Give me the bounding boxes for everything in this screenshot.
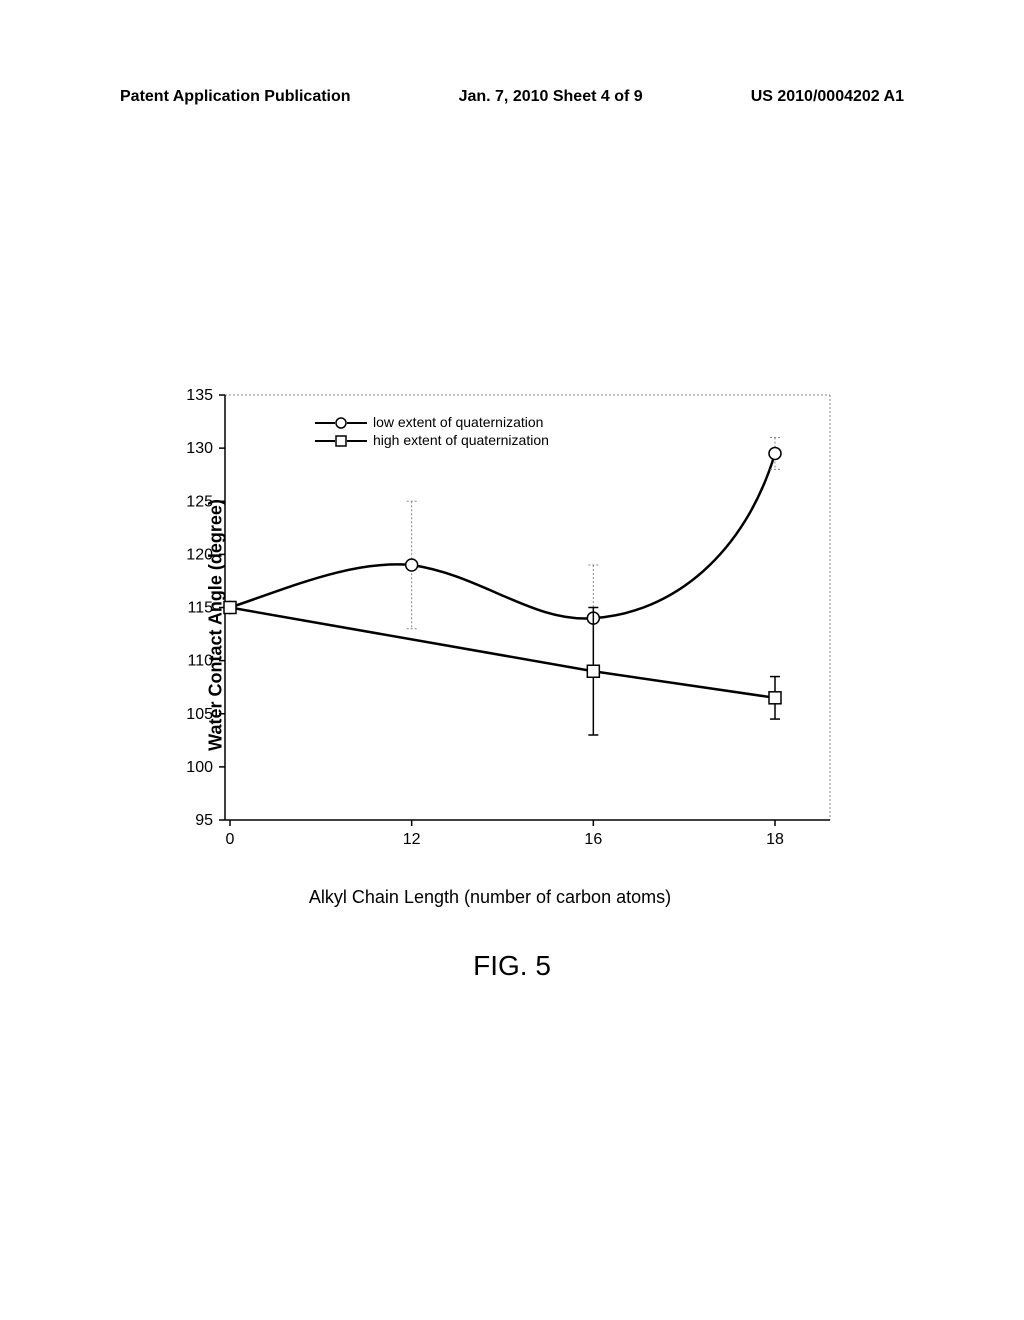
svg-text:130: 130 — [186, 440, 213, 457]
header-center: Jan. 7, 2010 Sheet 4 of 9 — [459, 88, 643, 106]
y-axis-label: Water Contact Angle (degree) — [205, 499, 226, 751]
svg-text:18: 18 — [766, 831, 784, 848]
svg-text:high extent of quaternization: high extent of quaternization — [373, 432, 549, 448]
header-left: Patent Application Publication — [120, 88, 351, 106]
x-axis-label: Alkyl Chain Length (number of carbon ato… — [130, 887, 850, 908]
header-right: US 2010/0004202 A1 — [751, 88, 904, 106]
figure-caption: FIG. 5 — [0, 950, 1024, 982]
page-header: Patent Application Publication Jan. 7, 2… — [0, 88, 1024, 106]
svg-text:low extent of quaternization: low extent of quaternization — [373, 414, 543, 430]
svg-text:135: 135 — [186, 387, 213, 404]
chart-area: Water Contact Angle (degree) 95100105110… — [130, 380, 850, 870]
svg-text:16: 16 — [584, 831, 602, 848]
svg-text:0: 0 — [226, 831, 235, 848]
chart-svg: 951001051101151201251301350121618low ext… — [130, 380, 850, 870]
svg-text:12: 12 — [403, 831, 421, 848]
svg-text:100: 100 — [186, 759, 213, 776]
svg-text:95: 95 — [195, 812, 213, 829]
